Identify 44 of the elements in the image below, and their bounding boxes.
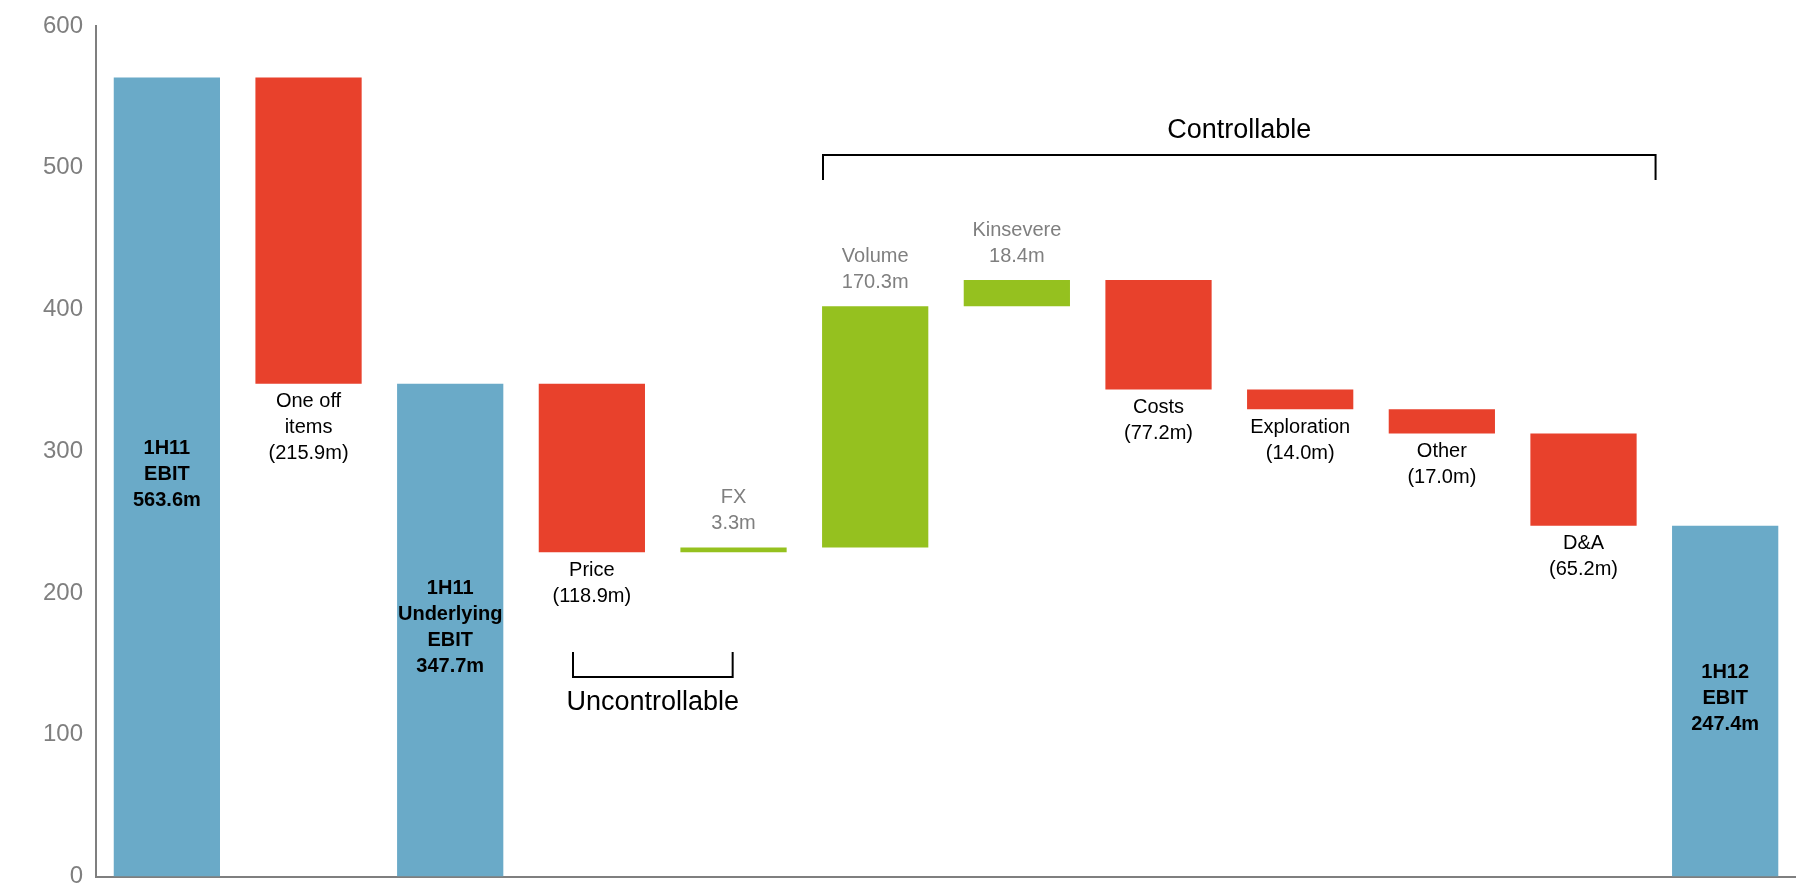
- bar: [113, 77, 220, 877]
- data-label: 3.3m: [711, 511, 756, 534]
- x-tick-label: 1H12 EBIT: [1701, 659, 1750, 708]
- bar: [963, 280, 1070, 307]
- data-label: (118.9m): [552, 583, 632, 606]
- annotation: Uncontrollable: [566, 686, 739, 718]
- bar: [1105, 280, 1212, 390]
- data-label: 170.3m: [841, 269, 909, 292]
- bar: [1388, 409, 1495, 434]
- x-tick-label: 1H11 Underlying EBIT: [397, 575, 503, 650]
- x-tick-label: Costs: [1132, 395, 1185, 418]
- bar: [1530, 433, 1637, 526]
- bar: [1672, 525, 1779, 877]
- data-label: 563.6m: [132, 487, 201, 510]
- x-tick-label: 1H11 EBIT: [143, 435, 191, 484]
- y-tick-label: 300: [43, 435, 84, 463]
- data-label: 247.4m: [1691, 711, 1760, 734]
- bar: [255, 77, 362, 384]
- x-tick-label: Other: [1416, 438, 1468, 461]
- bar: [1247, 389, 1354, 410]
- x-tick-label: Kinsevere: [972, 217, 1062, 240]
- data-label: (65.2m): [1549, 557, 1618, 580]
- y-tick-label: 100: [43, 719, 84, 747]
- data-label: (215.9m): [268, 441, 349, 464]
- bar: [822, 306, 929, 548]
- x-tick-label: Price: [569, 557, 615, 580]
- x-tick-label: Exploration: [1250, 414, 1351, 437]
- x-tick-label: One off items: [275, 389, 342, 438]
- x-tick-label: D&A: [1562, 531, 1605, 554]
- data-label: (17.0m): [1407, 464, 1477, 487]
- bar: [538, 383, 645, 553]
- x-tick-label: Volume: [841, 243, 909, 266]
- y-tick-label: 400: [43, 294, 84, 322]
- data-label: (77.2m): [1124, 421, 1193, 444]
- y-tick-label: 600: [43, 10, 84, 38]
- y-tick-label: 0: [69, 861, 84, 889]
- y-tick-label: 500: [43, 152, 84, 180]
- data-label: 347.7m: [416, 653, 485, 676]
- annotation: Controllable: [1167, 113, 1312, 145]
- data-label: (14.0m): [1265, 440, 1335, 463]
- x-tick-label: FX: [720, 485, 747, 508]
- bar: [397, 383, 504, 877]
- data-label: 18.4m: [989, 243, 1045, 266]
- y-tick-label: 200: [43, 577, 84, 605]
